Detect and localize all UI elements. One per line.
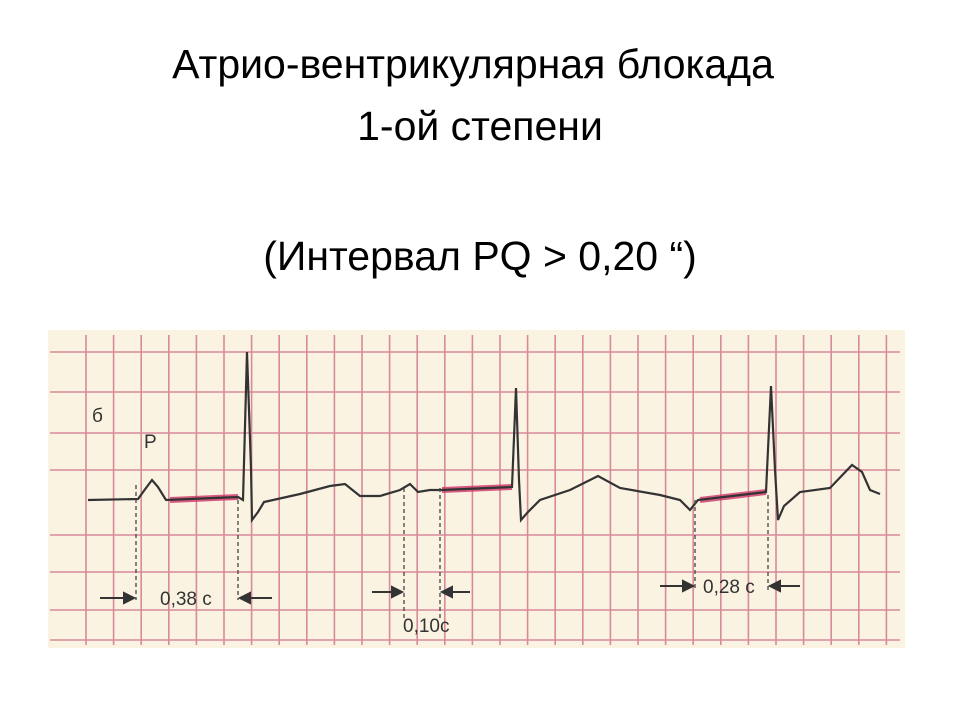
ecg-trace (87, 351, 881, 524)
interval-label: 0,10с (403, 616, 449, 637)
title-line: 1-ой степени (357, 103, 603, 149)
wave-label: P (144, 432, 157, 453)
title-line: Атрио-вентрикулярная блокада (172, 41, 774, 87)
ecg-figure: б P 0,38 с 0,10с 0,28 с (48, 330, 905, 648)
subtitle: (Интервал PQ > 0,20 “) (263, 233, 697, 279)
interval-label: 0,28 с (703, 577, 755, 598)
interval-label: 0,38 с (160, 589, 212, 610)
lead-label: б (92, 406, 103, 427)
